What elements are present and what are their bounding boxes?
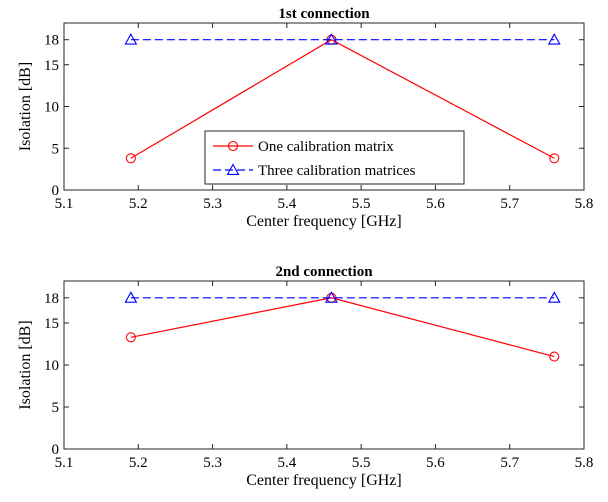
y-tick-label: 5: [52, 141, 60, 157]
legend-marker: [226, 163, 240, 175]
x-axis-label: Center frequency [GHz]: [246, 213, 401, 230]
y-tick-label: 18: [44, 291, 59, 307]
data-point: [124, 291, 138, 303]
series-line: [130, 297, 555, 358]
data-point: [124, 33, 138, 45]
data-point: [324, 33, 338, 45]
plot-area: [63, 280, 585, 450]
chart-title: 2nd connection: [275, 264, 373, 280]
legend-box: [204, 130, 465, 185]
x-axis-label: Center frequency [GHz]: [246, 472, 401, 489]
chart-panel-1: 1st connection 5.1 5.2 5.3 5.4 5.5 5.6 5.7 5.8 0 5…: [17, 6, 593, 230]
y-tick-label: 15: [44, 316, 59, 332]
x-tick-label: 5.1: [55, 196, 74, 212]
y-tick-label: 15: [44, 58, 59, 74]
x-tick-label: 5.3: [203, 196, 222, 212]
data-point: [125, 332, 136, 343]
x-tick-label: 5.8: [575, 455, 594, 471]
x-tick-label: 5.7: [500, 196, 519, 212]
legend-label: One calibration matrix: [258, 139, 394, 155]
data-point: [324, 291, 338, 303]
y-axis-label: Isolation [dB]: [17, 62, 34, 151]
y-tick-label: 0: [52, 442, 60, 458]
y-tick-label: 5: [52, 400, 60, 416]
x-tick-label: 5.3: [203, 455, 222, 471]
x-tick-label: 5.4: [277, 455, 296, 471]
x-tick-label: 5.7: [500, 455, 519, 471]
series-line: [130, 39, 555, 159]
y-tick-label: 10: [44, 100, 59, 116]
legend-label: Three calibration matrices: [258, 163, 416, 179]
y-tick-label: 0: [52, 183, 60, 199]
chart-panel-2: 2nd connection 5.1 5.2 5.3 5.4 5.5 5.6 5.7 5.8 0 5…: [17, 264, 593, 489]
x-tick-label: 5.4: [277, 196, 296, 212]
x-tick-label: 5.2: [129, 455, 148, 471]
series-2: [124, 291, 561, 303]
data-point: [549, 153, 560, 164]
x-tick-label: 5.6: [426, 196, 445, 212]
series-2: [124, 33, 561, 45]
legend: One calibration matrix Three calibration …: [204, 130, 465, 185]
data-point: [125, 153, 136, 164]
x-tick-label: 5.5: [352, 196, 371, 212]
y-tick-label: 18: [44, 33, 59, 49]
data-point: [547, 291, 561, 303]
x-tick-label: 5.1: [55, 455, 74, 471]
y-axis-label: Isolation [dB]: [17, 320, 34, 409]
data-point: [547, 33, 561, 45]
x-tick-label: 5.8: [575, 196, 594, 212]
x-tick-label: 5.5: [352, 455, 371, 471]
data-point: [549, 351, 560, 362]
x-tick-label: 5.2: [129, 196, 148, 212]
y-tick-label: 10: [44, 358, 59, 374]
x-tick-label: 5.6: [426, 455, 445, 471]
chart-title: 1st connection: [278, 6, 370, 22]
legend-marker: [227, 140, 239, 152]
